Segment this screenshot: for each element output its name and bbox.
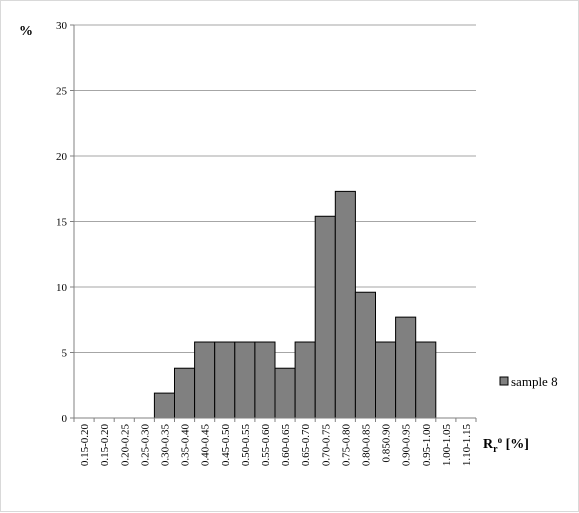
x-tick-label: 0.95-1.00	[421, 424, 433, 467]
y-tick-label: 25	[56, 86, 68, 98]
x-tick-labels: 0.15-0.20 0.15-0.20 0.20-0.25 0.25-0.30 0.30…	[79, 424, 473, 467]
y-tick-label: 0	[62, 413, 68, 425]
y-tick-label: 30	[56, 20, 68, 32]
bar	[314, 215, 336, 419]
bar	[415, 341, 437, 419]
x-axis-label: Rro [%]	[483, 435, 529, 455]
x-tick-label: 1.00-1.05	[441, 424, 453, 467]
legend-swatch	[499, 376, 509, 386]
bar	[254, 341, 276, 419]
bar	[294, 341, 316, 419]
x-axis-label-tail: [%]	[502, 437, 529, 452]
x-axis-label-superscript: o	[498, 435, 503, 445]
bar	[334, 190, 356, 419]
y-tick-label: 20	[56, 151, 68, 163]
y-tick-labels: 0 5 10 15 20 25 30	[56, 20, 68, 425]
x-axis-label-subscript: r	[493, 444, 498, 455]
y-axis-label: %	[19, 24, 33, 39]
x-tick-label: 0.60-0.65	[280, 424, 292, 467]
x-tick-label: 0.15-0.20	[79, 424, 91, 467]
x-tick-label: 0.850.90	[381, 424, 393, 463]
x-tick-label: 0.65-0.70	[300, 424, 312, 467]
bar	[194, 341, 216, 419]
x-tick-label: 1.10-1.15	[461, 424, 473, 467]
bar	[375, 341, 397, 419]
x-tick-label: 0.40-0.45	[200, 424, 212, 467]
x-tick-label: 0.80-0.85	[360, 424, 372, 467]
x-tick-label: 0.35-0.40	[180, 424, 192, 467]
x-tick-label: 0.55-0.60	[260, 424, 272, 467]
legend: sample 8	[499, 374, 558, 389]
bar	[354, 291, 376, 419]
x-tick-label: 0.15-0.20	[99, 424, 111, 467]
x-axis-label-main: R	[483, 437, 494, 452]
y-tick-label: 15	[56, 217, 68, 229]
bar	[234, 341, 256, 419]
bars	[153, 190, 437, 419]
grid-lines	[70, 24, 476, 419]
x-tick-label: 0.90-0.95	[401, 424, 413, 467]
x-tick-label: 0.70-0.75	[320, 424, 332, 467]
x-tick-label: 0.30-0.35	[159, 424, 171, 467]
bar	[153, 392, 175, 419]
x-tick-label: 0.45-0.50	[220, 424, 232, 467]
y-tick-label: 10	[56, 282, 68, 294]
legend-label: sample 8	[511, 374, 558, 389]
y-tick-label: 5	[62, 348, 68, 360]
axes	[73, 25, 477, 422]
bar	[174, 367, 196, 419]
x-tick-label: 0.20-0.25	[119, 424, 131, 467]
x-tick-label: 0.75-0.80	[340, 424, 352, 467]
x-tick-label: 0.50-0.55	[240, 424, 252, 467]
bar	[214, 341, 236, 419]
x-tick-label: 0.25-0.30	[139, 424, 151, 467]
bar	[274, 367, 296, 419]
bar	[395, 316, 417, 419]
